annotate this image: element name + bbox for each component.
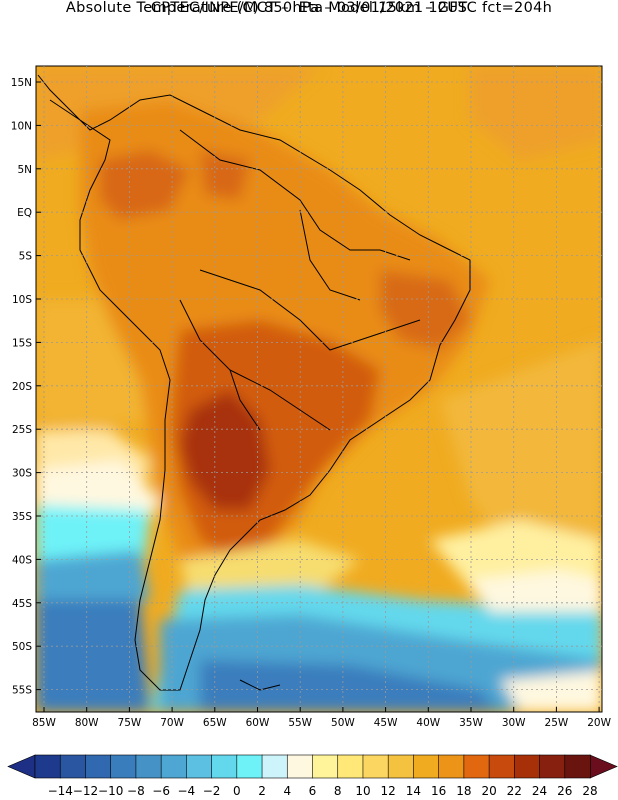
colorbar-swatch [413, 754, 440, 779]
colorbar-label: 10 [355, 784, 370, 798]
colorbar-swatch [438, 754, 465, 779]
lat-label: 50S [12, 641, 32, 653]
lon-label: 45W [374, 717, 398, 729]
longitude-labels: 85W 80W 75W 70W 65W 60W 55W 50W 45W 40W 35W 30W 25W 2… [32, 717, 611, 729]
colorbar-label: −14 [48, 784, 73, 798]
lon-label: 25W [545, 717, 569, 729]
lon-label: 55W [288, 717, 312, 729]
lon-label: 60W [246, 717, 270, 729]
colorbar-label: 0 [233, 784, 241, 798]
colorbar-label: −6 [152, 784, 170, 798]
colorbar-label: 2 [258, 784, 266, 798]
colorbar-swatch [211, 754, 238, 779]
colorbar-swatch [236, 754, 263, 779]
lat-label: 10N [11, 120, 32, 132]
lon-label: 75W [118, 717, 142, 729]
lat-label: 55S [12, 685, 32, 697]
colorbar-swatch [160, 754, 188, 779]
lat-label: 40S [12, 554, 32, 566]
colorbar-swatch [59, 754, 87, 779]
lat-label: 30S [12, 468, 32, 480]
graticule [36, 66, 602, 712]
lat-label: 25S [12, 424, 32, 436]
colorbar-max-arrow [589, 754, 618, 779]
colorbar-label: 20 [481, 784, 496, 798]
colorbar-swatch [514, 754, 541, 779]
latitude-labels: 15N 10N 5N EQ 5S 10S 15S 20S 25S 30S 35S 40S 45S 50S 5… [11, 77, 33, 697]
colorbar-swatch [337, 754, 364, 779]
lat-label: 45S [12, 598, 32, 610]
temperature-field [36, 66, 602, 712]
lon-label: 50W [331, 717, 355, 729]
colorbar-label: 16 [431, 784, 446, 798]
colorbar-swatch [488, 754, 516, 779]
colorbar-label: −12 [73, 784, 98, 798]
colorbar-label: 26 [557, 784, 572, 798]
lat-label: 5N [17, 164, 32, 176]
colorbar-swatch [286, 754, 314, 779]
lat-label: 20S [12, 381, 32, 393]
lon-label: 65W [203, 717, 227, 729]
lat-label: 10S [12, 294, 32, 306]
colorbar-swatch [387, 754, 415, 779]
lat-label: EQ [17, 207, 32, 219]
colorbar-label: 18 [456, 784, 471, 798]
colorbar-label: 22 [507, 784, 522, 798]
lon-label: 20W [587, 717, 611, 729]
lat-label: 15S [12, 337, 32, 349]
colorbar-label: −2 [203, 784, 221, 798]
lat-label: 35S [12, 511, 32, 523]
colorbar-swatch [539, 754, 566, 779]
colorbar-swatch [312, 754, 339, 779]
colorbar-min-arrow [7, 754, 36, 779]
lon-label: 70W [160, 717, 184, 729]
colorbar-label: 4 [283, 784, 291, 798]
lat-label: 5S [19, 251, 33, 263]
map-frame [35, 65, 603, 713]
colorbar-label: 28 [582, 784, 597, 798]
colorbar-swatch [261, 754, 288, 779]
title-line-1: CPTEC/INPE/MCT – Eta Model 15km – GFS [150, 0, 468, 16]
lon-label: 85W [32, 717, 56, 729]
colorbar-label: −8 [127, 784, 145, 798]
colorbar-swatch [110, 754, 137, 779]
colorbar-label: −4 [178, 784, 196, 798]
colorbar-swatch [135, 754, 162, 779]
colorbar-label: 12 [381, 784, 396, 798]
colorbar: −14 −12 −10 −8 −6 −4 −2 0 2 4 6 8 10 12 14 16 18 20 22 24 26… [7, 754, 618, 798]
colorbar-swatch [186, 754, 213, 779]
lon-label: 80W [75, 717, 99, 729]
colorbar-swatch [564, 754, 591, 779]
lon-label: 40W [416, 717, 440, 729]
coastlines [37, 74, 471, 691]
colorbar-label: 8 [334, 784, 342, 798]
colorbar-label: 24 [532, 784, 547, 798]
lon-label: 35W [459, 717, 483, 729]
colorbar-swatch [463, 754, 490, 779]
colorbar-swatch [85, 754, 112, 779]
lon-label: 30W [502, 717, 526, 729]
colorbar-label: 6 [309, 784, 317, 798]
colorbar-swatch [362, 754, 389, 779]
colorbar-label: 14 [406, 784, 421, 798]
colorbar-label: −10 [98, 784, 123, 798]
title-line-2: Absolute Temperature (C) 850hPa – 03/01/… [65, 0, 553, 16]
colorbar-swatch [34, 754, 61, 779]
lat-label: 15N [11, 77, 32, 89]
